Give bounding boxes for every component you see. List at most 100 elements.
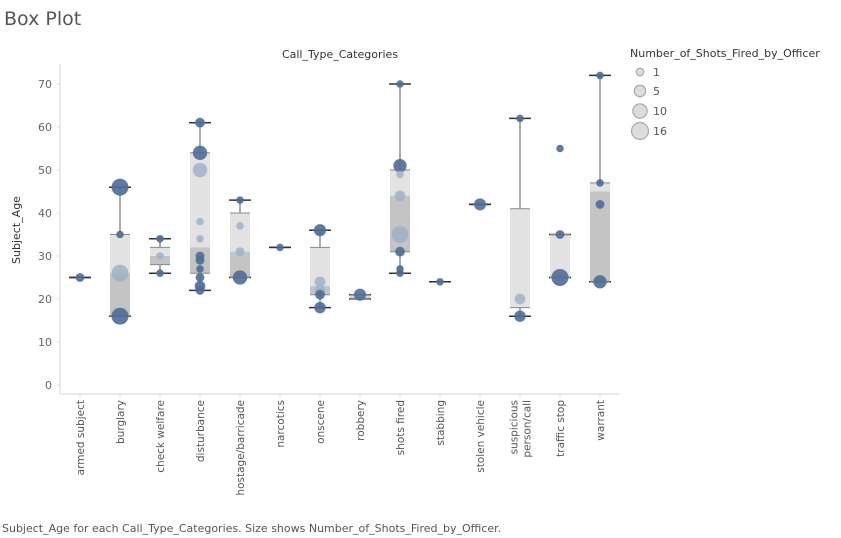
data-point-onscene bbox=[314, 301, 326, 314]
box-lower bbox=[390, 195, 410, 252]
data-point-disturbance bbox=[196, 265, 204, 273]
data-point-shots-fired bbox=[396, 170, 404, 179]
y-tick-label: 40 bbox=[38, 207, 52, 220]
box-upper bbox=[510, 208, 530, 308]
data-point-warrant bbox=[593, 275, 607, 289]
legend-label-10: 10 bbox=[653, 105, 667, 118]
box-hostage-barricade bbox=[229, 199, 251, 279]
data-point-traffic-stop bbox=[551, 269, 569, 286]
data-point-traffic-stop bbox=[556, 144, 564, 153]
data-point-disturbance bbox=[195, 255, 205, 265]
box-upper bbox=[550, 234, 570, 278]
data-point-shots-fired bbox=[395, 246, 405, 257]
data-point-narcotics bbox=[276, 243, 284, 252]
y-tick-label: 50 bbox=[38, 164, 52, 177]
legend-swatch-10 bbox=[632, 103, 648, 119]
data-point-burglary bbox=[111, 178, 129, 196]
data-point-suspicious-person-call bbox=[514, 293, 526, 305]
y-tick-label: 0 bbox=[45, 379, 52, 392]
box-lower bbox=[230, 251, 250, 278]
box-upper bbox=[390, 170, 410, 196]
box-lower bbox=[110, 273, 130, 317]
data-point-disturbance bbox=[195, 273, 205, 282]
data-point-check-welfare bbox=[156, 269, 164, 277]
x-tick-label-traffic-stop: traffic stop bbox=[555, 400, 567, 457]
data-point-robbery bbox=[353, 288, 367, 301]
data-point-shots-fired bbox=[393, 159, 407, 173]
data-point-burglary bbox=[116, 230, 124, 239]
box-lower bbox=[590, 191, 610, 282]
data-point-suspicious-person-call bbox=[514, 310, 526, 322]
x-tick-label-shots-fired: shots fired bbox=[395, 400, 407, 455]
data-point-hostage-barricade bbox=[232, 270, 248, 285]
data-point-shots-fired bbox=[394, 190, 406, 202]
legend-label-5: 5 bbox=[653, 85, 660, 98]
data-point-traffic-stop bbox=[555, 230, 565, 239]
x-tick-label-disturbance: disturbance bbox=[195, 400, 207, 462]
x-tick-label-suspicious-person-call: person/call bbox=[522, 400, 534, 458]
y-tick-label: 70 bbox=[38, 78, 52, 91]
data-point-burglary bbox=[111, 307, 129, 325]
data-point-warrant bbox=[595, 199, 605, 209]
data-point-disturbance bbox=[195, 285, 205, 295]
box-upper bbox=[190, 152, 210, 248]
x-tick-label-check-welfare: check welfare bbox=[155, 400, 167, 473]
x-tick-label-burglary: burglary bbox=[115, 400, 127, 444]
box-upper bbox=[110, 234, 130, 274]
data-point-disturbance bbox=[196, 217, 204, 226]
legend-title: Number_of_Shots_Fired_by_Officer bbox=[630, 47, 820, 60]
x-tick-label-onscene: onscene bbox=[315, 400, 327, 444]
x-tick-label-warrant: warrant bbox=[595, 400, 607, 441]
data-point-hostage-barricade bbox=[236, 196, 244, 204]
box-lower bbox=[150, 256, 170, 265]
data-point-burglary bbox=[111, 264, 129, 282]
data-point-check-welfare bbox=[156, 235, 164, 243]
legend-label-1: 1 bbox=[653, 66, 660, 79]
data-point-check-welfare bbox=[156, 252, 164, 260]
data-point-hostage-barricade bbox=[236, 222, 244, 230]
x-tick-label-stolen-vehicle: stolen vehicle bbox=[475, 400, 487, 473]
legend-swatch-16 bbox=[630, 121, 650, 141]
y-tick-label: 60 bbox=[38, 121, 52, 134]
y-tick-label: 20 bbox=[38, 293, 52, 306]
data-point-stolen-vehicle bbox=[473, 198, 487, 211]
page-title: Box Plot bbox=[4, 8, 82, 30]
chart-caption: Subject_Age for each Call_Type_Categorie… bbox=[2, 522, 502, 535]
box-warrant bbox=[589, 74, 611, 283]
data-point-shots-fired bbox=[396, 80, 404, 88]
box-upper bbox=[230, 213, 250, 252]
x-tick-label-stabbing: stabbing bbox=[435, 400, 447, 446]
data-point-warrant bbox=[596, 71, 604, 80]
box-upper bbox=[590, 182, 610, 192]
data-point-warrant bbox=[596, 179, 604, 187]
data-point-shots-fired bbox=[396, 269, 404, 277]
box-burglary bbox=[109, 186, 131, 317]
x-tick-label-robbery: robbery bbox=[355, 400, 367, 441]
box-upper bbox=[310, 247, 330, 287]
legend-label-16: 16 bbox=[653, 125, 667, 138]
x-tick-label-suspicious-person-call: suspicious bbox=[509, 400, 521, 454]
data-point-disturbance bbox=[192, 145, 208, 160]
x-tick-label-narcotics: narcotics bbox=[275, 400, 287, 448]
box-suspicious-person-call bbox=[509, 117, 531, 317]
legend-swatch-1 bbox=[635, 67, 645, 77]
data-point-onscene bbox=[314, 276, 326, 288]
data-point-disturbance bbox=[192, 162, 208, 178]
data-point-disturbance bbox=[195, 117, 205, 128]
data-point-onscene bbox=[315, 289, 325, 300]
data-point-hostage-barricade bbox=[235, 247, 245, 257]
box-shots-fired bbox=[389, 83, 411, 274]
data-point-armed-subject bbox=[75, 273, 85, 282]
box-upper bbox=[150, 247, 170, 256]
y-tick-label: 30 bbox=[38, 250, 52, 263]
data-point-suspicious-person-call bbox=[516, 114, 524, 123]
data-point-disturbance bbox=[196, 235, 204, 243]
x-tick-label-armed-subject: armed subject bbox=[75, 400, 87, 475]
y-axis-title: Subject_Age bbox=[10, 196, 23, 264]
legend-swatch-5 bbox=[633, 84, 647, 98]
data-point-stabbing bbox=[436, 278, 444, 286]
data-point-onscene bbox=[313, 224, 327, 237]
x-tick-label-hostage-barricade: hostage/barricade bbox=[235, 400, 247, 496]
y-tick-label: 10 bbox=[38, 336, 52, 349]
